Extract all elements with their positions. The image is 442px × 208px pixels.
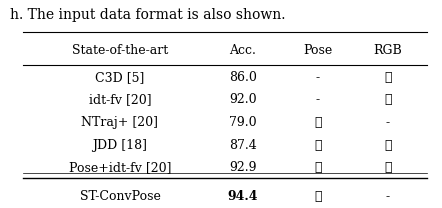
Text: State-of-the-art: State-of-the-art [72, 44, 168, 57]
Text: ✓: ✓ [384, 93, 392, 106]
Text: ✓: ✓ [384, 139, 392, 152]
Text: h. The input data format is also shown.: h. The input data format is also shown. [10, 7, 286, 22]
Text: -: - [316, 71, 320, 84]
Text: -: - [386, 190, 390, 203]
Text: JDD [18]: JDD [18] [92, 139, 148, 152]
Text: 92.0: 92.0 [229, 93, 257, 106]
Text: ✓: ✓ [384, 71, 392, 84]
Text: 92.9: 92.9 [229, 161, 257, 174]
Text: 94.4: 94.4 [228, 190, 258, 203]
Text: ✓: ✓ [314, 116, 321, 129]
Text: NTraj+ [20]: NTraj+ [20] [81, 116, 159, 129]
Text: RGB: RGB [373, 44, 402, 57]
Text: idt-fv [20]: idt-fv [20] [89, 93, 151, 106]
Text: ST-ConvPose: ST-ConvPose [80, 190, 160, 203]
Text: 86.0: 86.0 [229, 71, 257, 84]
Text: -: - [316, 93, 320, 106]
Text: Pose: Pose [303, 44, 332, 57]
Text: -: - [386, 116, 390, 129]
Text: ✓: ✓ [384, 161, 392, 174]
Text: 79.0: 79.0 [229, 116, 257, 129]
Text: Acc.: Acc. [229, 44, 256, 57]
Text: ✓: ✓ [314, 161, 321, 174]
Text: ✓: ✓ [314, 139, 321, 152]
Text: 87.4: 87.4 [229, 139, 257, 152]
Text: C3D [5]: C3D [5] [95, 71, 145, 84]
Text: ✓: ✓ [314, 190, 321, 203]
Text: Pose+idt-fv [20]: Pose+idt-fv [20] [69, 161, 171, 174]
